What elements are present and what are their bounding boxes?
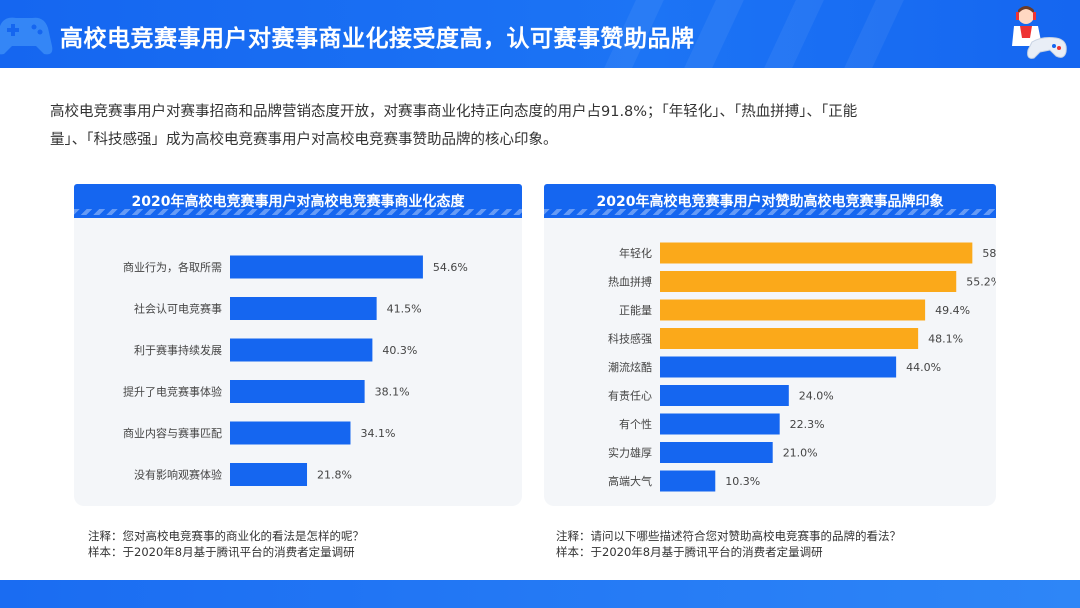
brand-impression-panel: 2020年高校电竞赛事用户对赞助高校电竞赛事品牌印象 年轻化 58.2% 热血拼搏 5… <box>544 184 996 506</box>
category-label: 高端大气 <box>608 474 652 488</box>
panel-header-stripes <box>74 209 522 215</box>
gamepad-icon <box>0 17 53 55</box>
category-label: 没有影响观赛体验 <box>134 468 222 482</box>
category-label: 社会认可电竞赛事 <box>134 302 222 316</box>
panel-header-stripes <box>544 209 996 215</box>
category-label: 提升了电竞赛事体验 <box>123 385 222 399</box>
value-label: 38.1% <box>375 386 410 399</box>
value-label: 10.3% <box>725 475 760 488</box>
note-sample: 样本：于2020年8月基于腾讯平台的消费者定量调研 <box>556 545 823 559</box>
bar <box>660 242 973 264</box>
value-label: 41.5% <box>387 303 422 316</box>
chart-title: 2020年高校电竞赛事用户对高校电竞赛事商业化态度 <box>131 194 465 210</box>
bar <box>230 421 351 445</box>
bar <box>660 271 957 292</box>
bar <box>660 470 716 492</box>
right-chart-notes: 注释：请问以下哪些描述符合您对赞助高校电竞赛事的品牌的看法？ 样本：于2020年… <box>556 528 901 560</box>
note-sample: 样本：于2020年8月基于腾讯平台的消费者定量调研 <box>88 545 355 559</box>
page-title: 高校电竞赛事用户对赛事商业化接受度高，认可赛事赞助品牌 <box>60 26 695 52</box>
intro-line-2: 量」、「科技感强」成为高校电竞赛事用户对高校电竞赛事赞助品牌的核心印象。 <box>50 132 558 148</box>
category-label: 实力雄厚 <box>608 446 652 460</box>
value-label: 40.3% <box>382 344 417 357</box>
bar <box>230 255 423 279</box>
value-label: 54.6% <box>433 261 468 274</box>
brand-impression-chart: 年轻化 58.2% 热血拼搏 55.2% 正能量 49.4% 科技感强 48.1% 潮流炫酷 44… <box>608 242 996 492</box>
value-label: 48.1% <box>928 333 963 346</box>
category-label: 商业行为，各取所需 <box>123 260 222 274</box>
note-question: 注释：请问以下哪些描述符合您对赞助高校电竞赛事的品牌的看法？ <box>556 529 901 543</box>
footer-bar <box>0 580 1080 608</box>
intro-line-1: 高校电竞赛事用户对赛事招商和品牌营销态度开放，对赛事商业化持正向态度的用户占91… <box>50 104 858 120</box>
value-label: 21.8% <box>317 469 352 482</box>
bar <box>230 380 365 403</box>
left-chart-notes: 注释：您对高校电竞赛事的商业化的看法是怎样的呢？ 样本：于2020年8月基于腾讯… <box>88 528 364 560</box>
value-label: 49.4% <box>935 304 970 317</box>
category-label: 年轻化 <box>619 246 652 260</box>
bar <box>660 328 919 349</box>
intro-text: 高校电竞赛事用户对赛事招商和品牌营销态度开放，对赛事商业化持正向态度的用户占91… <box>50 98 1040 154</box>
category-label: 有个性 <box>619 417 652 431</box>
value-label: 55.2% <box>966 276 996 289</box>
note-question: 注释：您对高校电竞赛事的商业化的看法是怎样的呢？ <box>88 529 364 543</box>
value-label: 21.0% <box>783 447 818 460</box>
panel-header: 2020年高校电竞赛事用户对高校电竞赛事商业化态度 <box>74 184 522 218</box>
category-label: 热血拼搏 <box>608 275 652 289</box>
commercialization-attitude-panel: 2020年高校电竞赛事用户对高校电竞赛事商业化态度 商业行为，各取所需 54.6%… <box>74 184 522 506</box>
category-label: 潮流炫酷 <box>608 360 652 374</box>
bar <box>230 297 377 320</box>
bar <box>230 463 308 486</box>
value-label: 58.2% <box>982 247 996 260</box>
value-label: 24.0% <box>799 390 834 403</box>
bar <box>660 356 897 378</box>
header-bar: 高校电竞赛事用户对赛事商业化接受度高，认可赛事赞助品牌 <box>0 0 1080 68</box>
value-label: 34.1% <box>360 427 395 440</box>
bar <box>230 338 373 362</box>
value-label: 22.3% <box>790 418 825 431</box>
bar <box>660 299 926 321</box>
category-label: 科技感强 <box>608 332 652 346</box>
esports-player-illustration <box>1012 6 1067 59</box>
bar <box>660 413 780 435</box>
chart-title: 2020年高校电竞赛事用户对赞助高校电竞赛事品牌印象 <box>596 194 944 210</box>
commercialization-attitude-chart: 商业行为，各取所需 54.6% 社会认可电竞赛事 41.5% 利于赛事持续发展 40.3%… <box>123 255 468 486</box>
category-label: 正能量 <box>619 303 652 317</box>
bar <box>660 385 789 406</box>
category-label: 有责任心 <box>608 389 652 403</box>
value-label: 44.0% <box>906 361 941 374</box>
category-label: 利于赛事持续发展 <box>134 343 222 357</box>
panel-header: 2020年高校电竞赛事用户对赞助高校电竞赛事品牌印象 <box>544 184 996 218</box>
category-label: 商业内容与赛事匹配 <box>123 426 222 440</box>
bar <box>660 442 773 463</box>
